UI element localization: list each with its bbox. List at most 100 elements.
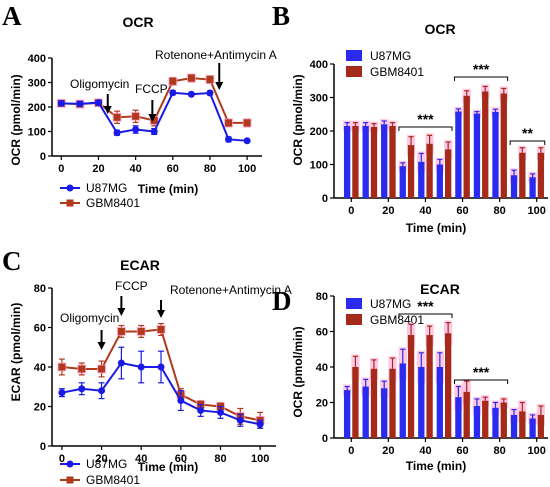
y-tick-label: 0 (40, 151, 46, 163)
x-tick-label: 100 (238, 163, 256, 175)
data-point-gbm (117, 327, 125, 335)
y-tick-label: 400 (28, 53, 46, 65)
legend-gbm-marker (66, 199, 74, 207)
x-tick-label: 20 (382, 445, 394, 457)
bar-gbm (445, 333, 452, 438)
x-tick-label: 40 (130, 163, 142, 175)
bar-gbm (445, 149, 452, 198)
panel-d-significance-1-label: *** (417, 298, 434, 314)
data-point-u87 (137, 363, 145, 371)
bar-u87 (510, 175, 518, 198)
bar-u87 (436, 164, 443, 198)
data-point-u87 (58, 389, 66, 397)
data-point-u87 (117, 359, 125, 367)
y-tick-label: 300 (28, 78, 46, 90)
x-tick-label: 80 (204, 163, 216, 175)
data-point-gbm (225, 119, 233, 127)
y-tick-label: 100 (310, 160, 328, 172)
data-point-gbm (98, 365, 106, 373)
x-tick-label: 40 (419, 445, 431, 457)
x-tick-label: 0 (348, 445, 354, 457)
bar-gbm (500, 93, 507, 198)
panel-c-xlabel: Time (min) (138, 460, 198, 474)
bar-u87 (455, 397, 462, 438)
x-tick-label: 80 (494, 205, 506, 217)
y-tick-label: 300 (310, 93, 328, 105)
bar-gbm (537, 414, 545, 438)
data-point-u87 (98, 387, 106, 395)
legend-u87-marker (66, 460, 74, 468)
panel-c-annotation-oligomycin: Oligomycin (60, 311, 119, 325)
panel-d-ylabel: OCR (pmol/min) (291, 326, 305, 417)
bar-gbm (463, 391, 470, 438)
bar-gbm (482, 400, 489, 438)
bar-u87 (399, 363, 406, 438)
data-point-u87 (57, 99, 65, 107)
data-point-gbm (137, 327, 145, 335)
bar-gbm (426, 143, 433, 198)
x-tick-label: 60 (456, 205, 468, 217)
y-tick-label: 20 (34, 402, 46, 414)
legend-gbm-marker (66, 476, 74, 484)
panel-a-annotation-oligomycin: Oligomycin (70, 77, 129, 91)
data-point-u87 (256, 420, 264, 428)
panel-d-xlabel: Time (min) (406, 459, 466, 473)
y-tick-label: 200 (28, 102, 46, 114)
x-tick-label: 0 (58, 163, 64, 175)
panel-c-legend-gbm: GBM8401 (86, 473, 140, 487)
panel-a-legend-u87: U87MG (86, 181, 127, 195)
x-tick-label: 100 (528, 205, 546, 217)
panel-b-significance-3-label: ** (522, 125, 533, 141)
panel-a-arrow-fccp-head (148, 114, 157, 122)
bar-gbm (537, 152, 545, 198)
bar-u87 (343, 125, 351, 198)
data-point-gbm (132, 112, 140, 120)
panel-b-significance-2-line (454, 76, 509, 81)
data-point-u87 (177, 397, 185, 405)
data-point-gbm (169, 77, 177, 85)
bar-u87 (418, 161, 425, 198)
panel-b-significance-2-label: *** (473, 61, 490, 77)
bar-gbm (407, 335, 415, 438)
panel-a-arrow-oligomycin-head (103, 106, 112, 114)
bar-gbm (407, 145, 415, 198)
bar-u87 (381, 388, 388, 438)
panel-c-title: ECAR (120, 257, 160, 273)
panel-a-legend: U87MG GBM8401 (60, 181, 140, 210)
bar-gbm (370, 126, 378, 198)
data-point-u87 (113, 129, 121, 137)
bar-gbm (389, 125, 396, 198)
panel-c-ylabel: ECAR (pmol/min) (9, 303, 23, 402)
panel-b-legend: U87MG GBM8401 (346, 49, 424, 79)
panel-label-c: C (2, 246, 22, 276)
panel-b-ylabel: OCR (pmol/min) (291, 74, 305, 165)
bar-u87 (492, 407, 499, 438)
x-tick-label: 20 (95, 453, 107, 465)
panel-a-annotation-rotenone: Rotenone+Antimycin A (155, 48, 277, 62)
y-tick-label: 40 (316, 362, 328, 374)
panel-d-legend-u87: U87MG (370, 297, 411, 311)
panel-c-arrow-oligomycin-head (97, 342, 106, 350)
panel-b-legend-u87: U87MG (370, 49, 411, 63)
x-tick-label: 60 (167, 163, 179, 175)
x-tick-label: 60 (175, 453, 187, 465)
bar-gbm (370, 368, 378, 438)
bar-gbm (482, 91, 489, 198)
bar-u87 (473, 406, 481, 438)
legend-u87-swatch (346, 298, 362, 309)
data-point-gbm (243, 119, 251, 127)
y-tick-label: 400 (310, 59, 328, 71)
bar-gbm (519, 411, 526, 438)
panel-a-xlabel: Time (min) (138, 182, 198, 196)
panel-c-legend: U87MG GBM8401 (60, 457, 140, 487)
data-point-u87 (94, 99, 102, 107)
x-tick-label: 40 (419, 205, 431, 217)
panel-d-significance-2-line (454, 379, 509, 384)
legend-gbm-swatch (346, 314, 362, 325)
bar-u87 (529, 418, 536, 438)
bar-u87 (418, 367, 425, 438)
y-tick-label: 80 (316, 291, 328, 303)
panel-a-legend-gbm: GBM8401 (86, 196, 140, 210)
